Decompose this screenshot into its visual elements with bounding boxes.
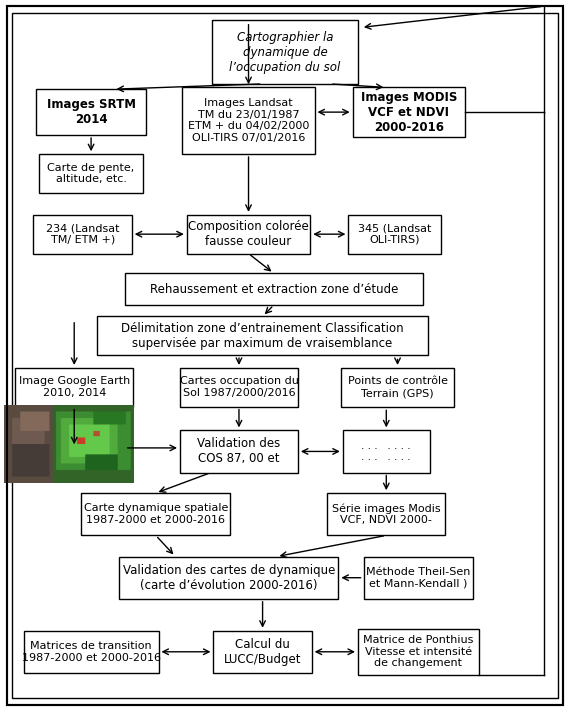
FancyBboxPatch shape <box>39 154 143 193</box>
Text: Matrices de transition
1987-2000 et 2000-2016: Matrices de transition 1987-2000 et 2000… <box>22 641 160 663</box>
Text: . . .   . . . .
. . .   . . . .: . . . . . . . . . . . . . . <box>361 441 411 462</box>
FancyBboxPatch shape <box>364 557 473 599</box>
FancyBboxPatch shape <box>119 557 339 599</box>
FancyBboxPatch shape <box>213 631 312 673</box>
Text: Méthode Theil-Sen
et Mann-Kendall ): Méthode Theil-Sen et Mann-Kendall ) <box>366 567 471 589</box>
Text: Cartographier la
dynamique de
l’occupation du sol: Cartographier la dynamique de l’occupati… <box>229 31 341 74</box>
FancyBboxPatch shape <box>97 316 428 356</box>
FancyBboxPatch shape <box>23 631 159 673</box>
Text: Matrice de Ponthius
Vitesse et intensité
de changement: Matrice de Ponthius Vitesse et intensité… <box>363 635 473 668</box>
FancyBboxPatch shape <box>125 273 423 305</box>
Text: Image Google Earth
2010, 2014: Image Google Earth 2010, 2014 <box>19 376 130 398</box>
FancyBboxPatch shape <box>81 493 230 535</box>
Text: Délimitation zone d’entrainement Classification
supervisée par maximum de vraise: Délimitation zone d’entrainement Classif… <box>121 322 404 350</box>
FancyBboxPatch shape <box>15 368 133 407</box>
FancyBboxPatch shape <box>34 215 132 254</box>
FancyBboxPatch shape <box>183 87 315 154</box>
FancyBboxPatch shape <box>327 493 446 535</box>
Text: 234 (Landsat
TM/ ETM +): 234 (Landsat TM/ ETM +) <box>46 223 119 245</box>
Text: Images SRTM
2014: Images SRTM 2014 <box>47 98 135 126</box>
Text: Carte de pente,
altitude, etc.: Carte de pente, altitude, etc. <box>47 163 135 184</box>
FancyBboxPatch shape <box>341 368 453 407</box>
Text: Rehaussement et extraction zone d’étude: Rehaussement et extraction zone d’étude <box>150 283 398 296</box>
Text: Images Landsat
TM du 23/01/1987
ETM + du 04/02/2000
OLI-TIRS 07/01/2016: Images Landsat TM du 23/01/1987 ETM + du… <box>188 98 309 143</box>
FancyBboxPatch shape <box>180 430 298 473</box>
FancyBboxPatch shape <box>358 629 479 675</box>
Text: Images MODIS
VCF et NDVI
2000-2016: Images MODIS VCF et NDVI 2000-2016 <box>361 90 457 134</box>
FancyBboxPatch shape <box>353 87 465 137</box>
Text: Validation des cartes de dynamique
(carte d’évolution 2000-2016): Validation des cartes de dynamique (cart… <box>123 564 335 592</box>
FancyBboxPatch shape <box>36 89 146 135</box>
FancyBboxPatch shape <box>180 368 298 407</box>
Text: Points de contrôle
Terrain (GPS): Points de contrôle Terrain (GPS) <box>348 376 448 398</box>
Text: Validation des
COS 87, 00 et: Validation des COS 87, 00 et <box>197 437 281 466</box>
Text: Cartes occupation du
Sol 1987/2000/2016: Cartes occupation du Sol 1987/2000/2016 <box>180 376 298 398</box>
Text: Carte dynamique spatiale
1987-2000 et 2000-2016: Carte dynamique spatiale 1987-2000 et 20… <box>84 503 228 525</box>
FancyBboxPatch shape <box>187 215 310 254</box>
Text: Composition colorée
fausse couleur: Composition colorée fausse couleur <box>188 220 309 248</box>
Text: 345 (Landsat
OLI-TIRS): 345 (Landsat OLI-TIRS) <box>358 223 431 245</box>
FancyBboxPatch shape <box>348 215 441 254</box>
Text: Série images Modis
VCF, NDVI 2000-: Série images Modis VCF, NDVI 2000- <box>332 503 440 525</box>
FancyBboxPatch shape <box>212 21 358 84</box>
Text: Calcul du
LUCC/Budget: Calcul du LUCC/Budget <box>224 638 302 665</box>
FancyBboxPatch shape <box>343 430 430 473</box>
